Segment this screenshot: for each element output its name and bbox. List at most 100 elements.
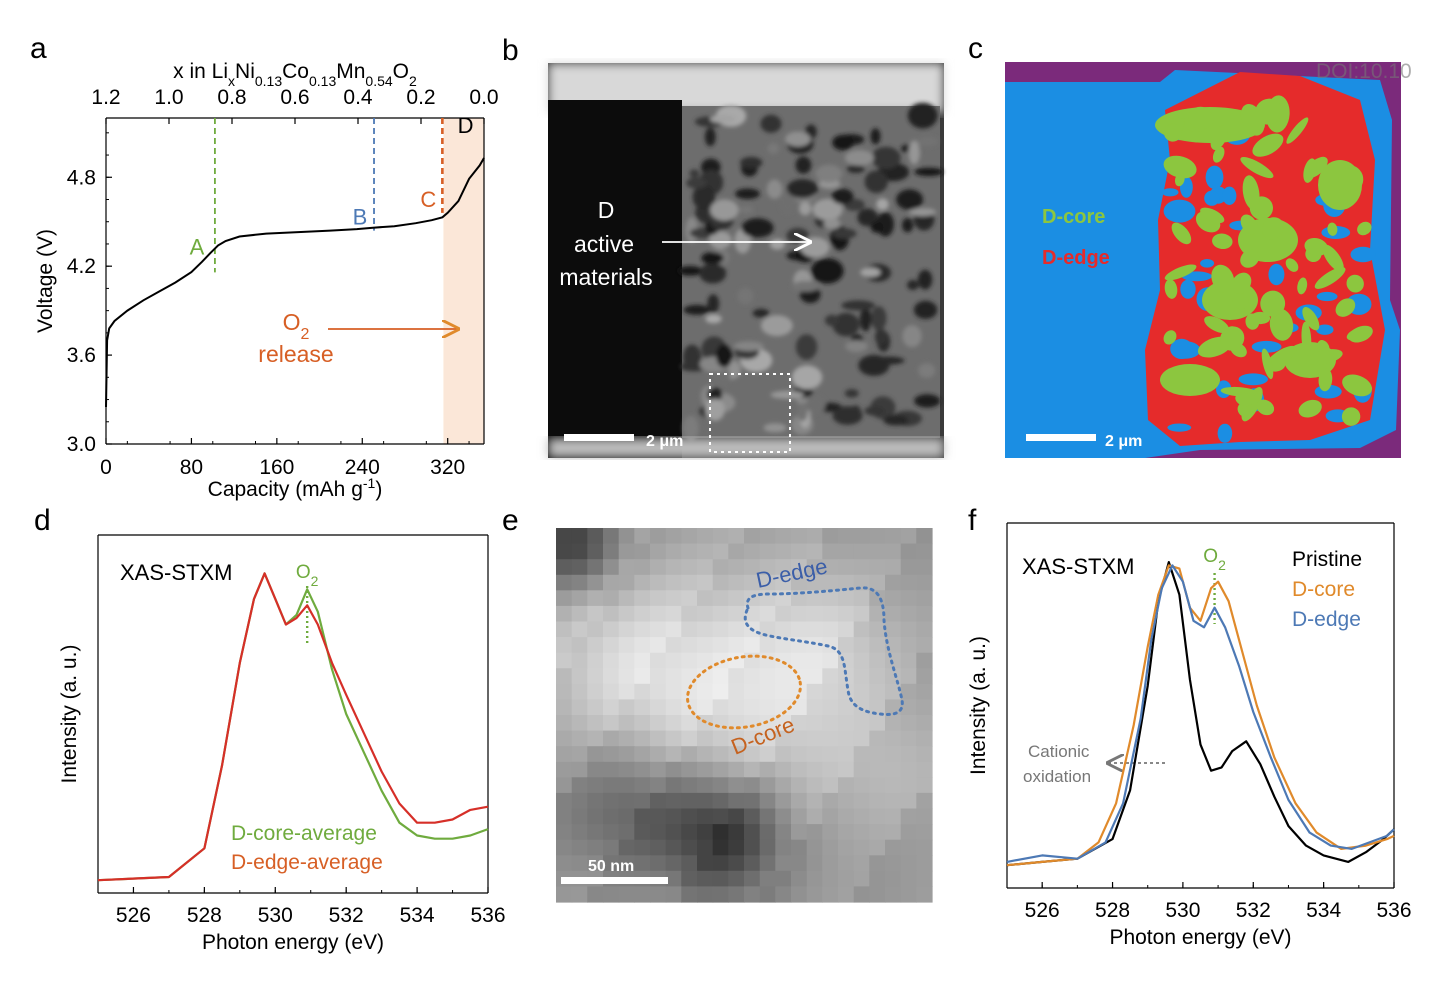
image-pixel <box>681 605 698 623</box>
image-pixel <box>665 886 682 903</box>
image-pixel <box>744 590 761 607</box>
image-pixel <box>728 808 745 825</box>
blue-blob <box>1181 271 1212 282</box>
d-label-line1: D <box>598 197 615 223</box>
green-blob <box>1163 330 1177 345</box>
image-pixel <box>603 574 620 591</box>
image-pixel <box>759 792 776 810</box>
a-xlabel-sup: -1 <box>363 475 376 491</box>
texture-blob <box>766 179 783 199</box>
image-pixel <box>634 652 651 669</box>
image-pixel <box>916 637 933 654</box>
image-pixel <box>900 746 917 763</box>
image-pixel <box>806 605 823 623</box>
image-pixel <box>665 559 682 576</box>
blue-blob <box>1316 291 1338 302</box>
blue-blob <box>1204 190 1220 206</box>
image-pixel <box>618 590 635 607</box>
image-pixel <box>791 870 808 887</box>
image-b-bottom-band <box>548 438 944 458</box>
image-pixel <box>806 528 823 545</box>
texture-blob <box>857 208 878 227</box>
blue-blob <box>1170 338 1193 359</box>
image-pixel <box>712 574 729 591</box>
image-pixel <box>697 574 714 591</box>
image-pixel <box>681 715 698 732</box>
image-pixel <box>681 621 698 638</box>
image-pixel <box>806 637 823 654</box>
image-pixel <box>759 746 776 763</box>
image-pixel <box>603 590 620 607</box>
blue-blob <box>1238 373 1269 386</box>
texture-blob <box>763 423 787 433</box>
image-pixel <box>697 824 714 841</box>
image-pixel <box>587 574 604 591</box>
image-pixel <box>556 668 573 685</box>
green-blob <box>1232 293 1250 310</box>
a-top-title-part: x in Li <box>173 60 228 83</box>
a-top-title-part: Co <box>282 60 309 83</box>
image-pixel <box>885 699 902 716</box>
texture-blob <box>791 281 820 292</box>
a-top-title-sub: 2 <box>409 73 417 89</box>
image-pixel <box>853 543 870 560</box>
legend-d-core-f: D-core <box>1292 578 1355 601</box>
image-pixel <box>806 761 823 778</box>
image-pixel <box>603 699 620 716</box>
image-pixel <box>650 699 667 716</box>
image-pixel <box>759 574 776 591</box>
image-pixel <box>712 855 729 872</box>
chart-d-o2-subscript: 2 <box>311 573 319 589</box>
image-pixel <box>869 870 886 887</box>
green-blob <box>1260 290 1286 317</box>
image-pixel <box>822 605 839 623</box>
texture-blob <box>917 269 933 290</box>
image-pixel <box>712 730 729 747</box>
image-pixel <box>618 855 635 872</box>
image-pixel <box>869 605 886 623</box>
image-pixel <box>744 543 761 560</box>
chart-f-header: XAS-STXM <box>1022 554 1134 579</box>
texture-blob <box>683 415 699 441</box>
green-blob <box>1322 244 1344 272</box>
image-pixel <box>791 605 808 623</box>
image-pixel <box>665 574 682 591</box>
image-pixel <box>791 761 808 778</box>
green-blob <box>1231 272 1252 294</box>
a-ytick-label: 4.8 <box>67 166 96 189</box>
image-pixel <box>916 855 933 872</box>
image-pixel <box>728 746 745 763</box>
image-pixel <box>838 761 855 778</box>
image-pixel <box>728 574 745 591</box>
texture-blob <box>805 395 826 414</box>
texture-blob <box>707 294 720 313</box>
texture-blob <box>686 177 707 189</box>
texture-blob <box>864 406 885 416</box>
a-top-title-sub: x <box>228 73 235 89</box>
image-pixel <box>556 824 573 841</box>
image-pixel <box>885 746 902 763</box>
image-pixel <box>900 715 917 732</box>
scale-bar-b <box>564 434 634 441</box>
green-blob <box>1261 348 1274 380</box>
image-pixel <box>681 839 698 856</box>
image-pixel <box>759 761 776 778</box>
legend-d-edge-average: D-edge-average <box>231 851 383 874</box>
image-pixel <box>571 621 588 638</box>
image-pixel <box>571 605 588 623</box>
image-pixel <box>759 839 776 856</box>
image-pixel <box>587 621 604 638</box>
image-pixel <box>681 730 698 747</box>
image-pixel <box>791 715 808 732</box>
image-pixel <box>900 699 917 716</box>
image-pixel <box>822 761 839 778</box>
image-pixel <box>556 637 573 654</box>
image-pixel <box>618 652 635 669</box>
chart-d-xas-spectra: XAS-STXM O2 D-core-average D-edge-averag… <box>58 534 506 954</box>
image-b-texture <box>677 102 944 441</box>
chart-d-o2-text: O <box>296 562 311 583</box>
image-pixel <box>571 746 588 763</box>
chart-f-o2-subscript: 2 <box>1218 557 1226 573</box>
image-pixel <box>775 699 792 716</box>
image-pixel <box>728 730 745 747</box>
